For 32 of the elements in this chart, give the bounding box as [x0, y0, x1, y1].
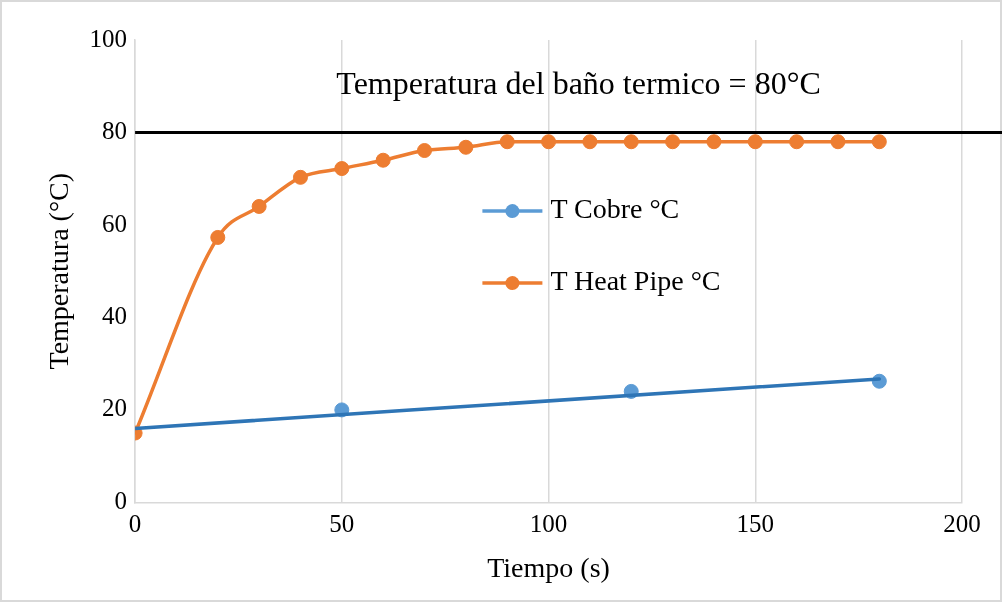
point: [665, 134, 681, 150]
x-tick-label: 200: [943, 509, 981, 537]
point: [747, 134, 763, 150]
legend-label: T Cobre °C: [550, 193, 680, 225]
y-tick-label: 40: [102, 302, 128, 329]
y-tick-label: 80: [102, 117, 128, 145]
x-axis-title: Tiempo (s): [487, 551, 610, 583]
legend-label: T Heat Pipe °C: [550, 265, 721, 297]
point: [251, 198, 267, 214]
point: [210, 229, 226, 245]
point: [706, 134, 722, 150]
ref-line-label: Temperatura del baño termico = 80°C: [336, 64, 821, 101]
y-tick-label: 0: [114, 486, 128, 514]
x-tick-label: 50: [329, 509, 355, 537]
point: [375, 152, 391, 168]
point: [830, 134, 846, 150]
point: [499, 134, 515, 150]
point: [541, 134, 557, 150]
point: [789, 134, 805, 150]
y-axis-title: Temperatura (°C): [43, 172, 75, 370]
point: [582, 134, 598, 150]
x-tick-label: 150: [736, 509, 775, 537]
point: [292, 169, 308, 185]
y-tick-label: 100: [89, 24, 128, 52]
point: [458, 139, 474, 155]
y-tick-label: 20: [102, 394, 128, 422]
point: [417, 143, 433, 159]
x-tick-label: 100: [529, 509, 568, 537]
point: [334, 161, 350, 177]
point: [871, 134, 887, 150]
point: [623, 134, 639, 150]
y-tick-label: 60: [102, 209, 128, 237]
